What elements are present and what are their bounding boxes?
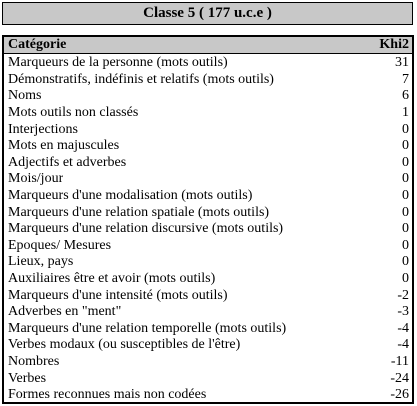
row-khi2: 0 bbox=[402, 204, 409, 220]
table-row: Marqueurs d'une relation discursive (mot… bbox=[8, 221, 409, 238]
row-khi2: 31 bbox=[395, 55, 409, 71]
row-category: Verbes modaux (ou susceptibles de l'être… bbox=[8, 337, 241, 353]
table-row: Marqueurs d'une modalisation (mots outil… bbox=[8, 188, 409, 205]
row-category: Marqueurs de la personne (mots outils) bbox=[8, 55, 228, 71]
row-category: Adjectifs et adverbes bbox=[8, 154, 127, 170]
row-khi2: -26 bbox=[390, 387, 409, 403]
table-header: Catégorie Khi2 bbox=[4, 37, 412, 54]
row-category: Epoques/ Mesures bbox=[8, 237, 112, 253]
row-khi2: 0 bbox=[402, 221, 409, 237]
table-row: Mots en majuscules 0 bbox=[8, 138, 409, 155]
table-row: Nombres -11 bbox=[8, 354, 409, 371]
row-khi2: 0 bbox=[402, 121, 409, 137]
row-category: Marqueurs d'une relation temporelle (mot… bbox=[8, 320, 287, 336]
table-row: Adjectifs et adverbes 0 bbox=[8, 155, 409, 172]
row-category: Noms bbox=[8, 88, 42, 104]
row-category: Marqueurs d'une relation spatiale (mots … bbox=[8, 204, 270, 220]
row-khi2: 0 bbox=[402, 237, 409, 253]
table-row: Marqueurs d'une relation spatiale (mots … bbox=[8, 204, 409, 221]
row-khi2: 0 bbox=[402, 171, 409, 187]
row-category: Mois/jour bbox=[8, 171, 64, 187]
row-category: Interjections bbox=[8, 121, 78, 137]
row-khi2: -4 bbox=[397, 320, 409, 336]
table-body: Marqueurs de la personne (mots outils) 31… bbox=[4, 54, 412, 403]
table-row: Lieux, pays 0 bbox=[8, 254, 409, 271]
row-category: Mots en majuscules bbox=[8, 138, 120, 154]
table-row: Adverbes en "ment" -3 bbox=[8, 304, 409, 321]
row-category: Marqueurs d'une intensité (mots outils) bbox=[8, 287, 228, 303]
row-khi2: -4 bbox=[397, 337, 409, 353]
header-khi2: Khi2 bbox=[379, 37, 409, 52]
table-row: Marqueurs d'une intensité (mots outils) -… bbox=[8, 287, 409, 304]
row-khi2: -24 bbox=[390, 370, 409, 386]
row-khi2: 0 bbox=[402, 188, 409, 204]
table-row: Mots outils non classés 1 bbox=[8, 105, 409, 122]
row-khi2: 7 bbox=[402, 71, 409, 87]
table-row: Mois/jour 0 bbox=[8, 171, 409, 188]
row-category: Formes reconnues mais non codées bbox=[8, 387, 207, 403]
row-category: Verbes bbox=[8, 370, 47, 386]
table-row: Démonstratifs, indéfinis et relatifs (mo… bbox=[8, 72, 409, 89]
row-khi2: 0 bbox=[402, 271, 409, 287]
row-khi2: -11 bbox=[390, 353, 409, 369]
table-row: Auxiliaires être et avoir (mots outils) 0 bbox=[8, 271, 409, 288]
table-row: Marqueurs de la personne (mots outils) 31 bbox=[8, 55, 409, 72]
table-row: Marqueurs d'une relation temporelle (mot… bbox=[8, 321, 409, 338]
table-row: Verbes -24 bbox=[8, 370, 409, 387]
row-category: Marqueurs d'une relation discursive (mot… bbox=[8, 221, 284, 237]
row-category: Lieux, pays bbox=[8, 254, 74, 270]
row-khi2: 0 bbox=[402, 254, 409, 270]
table-title: Classe 5 ( 177 u.c.e ) bbox=[2, 2, 413, 25]
row-category: Auxiliaires être et avoir (mots outils) bbox=[8, 271, 216, 287]
row-category: Marqueurs d'une modalisation (mots outil… bbox=[8, 188, 253, 204]
header-category: Catégorie bbox=[8, 37, 67, 52]
row-category: Nombres bbox=[8, 353, 60, 369]
row-khi2: 0 bbox=[402, 154, 409, 170]
row-category: Mots outils non classés bbox=[8, 105, 139, 121]
table-row: Formes reconnues mais non codées -26 bbox=[8, 387, 409, 404]
row-category: Démonstratifs, indéfinis et relatifs (mo… bbox=[8, 71, 274, 87]
table-row: Epoques/ Mesures 0 bbox=[8, 238, 409, 255]
row-khi2: -3 bbox=[397, 304, 409, 320]
khi2-table: Catégorie Khi2 Marqueurs de la personne … bbox=[2, 35, 414, 404]
row-category: Adverbes en "ment" bbox=[8, 304, 122, 320]
row-khi2: -2 bbox=[397, 287, 409, 303]
row-khi2: 1 bbox=[402, 105, 409, 121]
table-row: Noms 6 bbox=[8, 88, 409, 105]
row-khi2: 0 bbox=[402, 138, 409, 154]
table-row: Verbes modaux (ou susceptibles de l'être… bbox=[8, 337, 409, 354]
row-khi2: 6 bbox=[402, 88, 409, 104]
table-row: Interjections 0 bbox=[8, 121, 409, 138]
